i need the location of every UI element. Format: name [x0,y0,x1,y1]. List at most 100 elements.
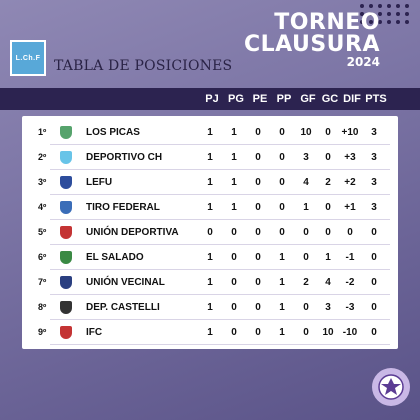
position-label: 6º [38,252,47,262]
table-row: 2º DEPORTIVO CH 1 1 0 0 3 0 +3 3 [30,145,390,170]
stat-dif: -10 [342,327,358,338]
stat-pp: 1 [279,327,285,338]
stat-pg: 1 [231,202,237,213]
stat-pe: 0 [255,127,261,138]
stat-dif: +10 [341,127,359,138]
stat-pj: 1 [207,252,213,263]
stat-pg: 0 [231,327,237,338]
col-header-pg: PG [228,93,244,105]
stat-pp: 0 [279,127,285,138]
stat-gc: 0 [325,227,331,238]
stat-gc: 3 [325,302,331,313]
row-divider [50,319,390,320]
table-row: 9º IFC 1 0 0 1 0 10 -10 0 [30,320,390,345]
stat-pe: 0 [255,177,261,188]
stat-pg: 1 [231,177,237,188]
team-name: UNIÓN VECINAL [86,277,165,288]
col-header-dif: DIF [343,93,361,105]
team-shield-icon [60,301,72,314]
row-divider [50,194,390,195]
col-header-pts: PTS [365,93,387,105]
team-name: UNIÓN DEPORTIVA [86,227,179,238]
tournament-year: 2024 [346,55,380,69]
stat-pts: 0 [371,227,377,238]
row-divider [50,144,390,145]
team-shield-icon [60,201,72,214]
team-shield-icon [60,326,72,339]
stat-pj: 0 [207,227,213,238]
stat-pj: 1 [207,302,213,313]
stat-pj: 1 [207,327,213,338]
stat-gf: 0 [303,302,309,313]
team-shield-icon [60,176,72,189]
stat-dif: +3 [344,152,356,163]
stat-gf: 3 [303,152,309,163]
team-name: DEP. CASTELLI [86,302,160,313]
stat-gf: 2 [303,277,309,288]
team-name: EL SALADO [86,252,144,263]
stat-pg: 0 [231,277,237,288]
stat-pts: 3 [371,152,377,163]
stat-pj: 1 [207,177,213,188]
row-divider [50,244,390,245]
stat-gf: 0 [303,227,309,238]
stat-pp: 1 [279,302,285,313]
stat-pj: 1 [207,277,213,288]
stat-pts: 3 [371,202,377,213]
stat-pg: 1 [231,152,237,163]
stat-dif: -3 [345,302,355,313]
stat-pp: 1 [279,252,285,263]
stat-gc: 10 [322,327,334,338]
col-header-pe: PE [252,93,268,105]
stat-pts: 0 [371,252,377,263]
decorative-dots [360,4,410,24]
team-name: DEPORTIVO CH [86,152,163,163]
stat-gc: 2 [325,177,331,188]
position-label: 3º [38,177,47,187]
stat-pts: 3 [371,127,377,138]
stat-gf: 10 [300,127,312,138]
stat-pp: 0 [279,227,285,238]
stat-pe: 0 [255,327,261,338]
col-header-pj: PJ [205,93,219,105]
stat-pe: 0 [255,202,261,213]
stat-pj: 1 [207,152,213,163]
column-header-bar: PJ PG PE PP GF GC DIF PTS [0,88,420,110]
stat-pp: 1 [279,277,285,288]
page-title: TABLA DE POSICIONES [54,58,233,74]
stat-pg: 0 [231,252,237,263]
stat-dif: -2 [345,277,355,288]
stat-gf: 0 [303,327,309,338]
stat-pg: 0 [231,302,237,313]
standings-table: 1º LOS PICAS 1 1 0 0 10 0 +10 3 2º DEPORTIVO CH 1 1 0 0… [30,120,390,345]
table-row: 3º LEFU 1 1 0 0 4 2 +2 3 [30,170,390,195]
stat-pp: 0 [279,202,285,213]
stat-gc: 1 [325,252,331,263]
table-row: 4º TIRO FEDERAL 1 1 0 0 1 0 +1 3 [30,195,390,220]
stat-pe: 0 [255,227,261,238]
team-shield-icon [60,276,72,289]
position-label: 8º [38,302,47,312]
stat-pe: 0 [255,302,261,313]
stat-gf: 4 [303,177,309,188]
position-label: 9º [38,327,47,337]
team-name: LOS PICAS [86,127,140,138]
table-row: 6º EL SALADO 1 0 0 1 0 1 -1 0 [30,245,390,270]
stat-dif: 0 [347,227,353,238]
stat-gf: 1 [303,202,309,213]
tournament-title: TORNEO CLAUSURA 2024 [244,12,380,69]
stat-pg: 0 [231,227,237,238]
stat-pp: 0 [279,177,285,188]
table-row: 1º LOS PICAS 1 1 0 0 10 0 +10 3 [30,120,390,145]
position-label: 5º [38,227,47,237]
stat-pe: 0 [255,152,261,163]
stat-pts: 0 [371,327,377,338]
team-name: IFC [86,327,103,338]
position-label: 4º [38,202,47,212]
table-row: 8º DEP. CASTELLI 1 0 0 1 0 3 -3 0 [30,295,390,320]
col-header-gc: GC [321,93,339,105]
stat-gc: 0 [325,202,331,213]
stat-pj: 1 [207,127,213,138]
stat-gc: 4 [325,277,331,288]
stat-gc: 0 [325,127,331,138]
